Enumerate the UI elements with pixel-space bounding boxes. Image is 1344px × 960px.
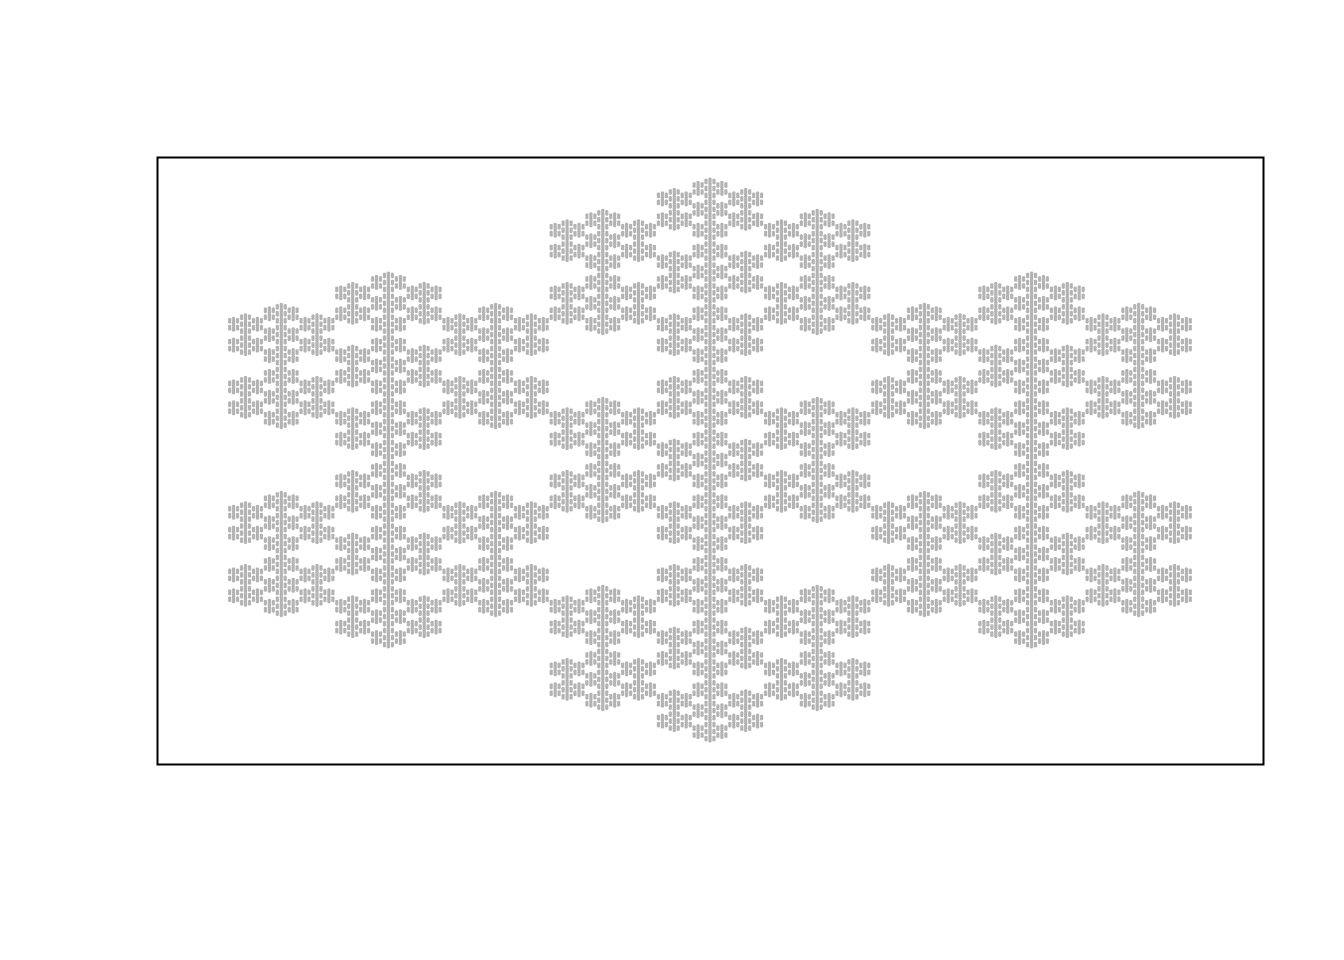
fractal-points	[228, 177, 1192, 743]
plot-frame	[156, 156, 1265, 766]
